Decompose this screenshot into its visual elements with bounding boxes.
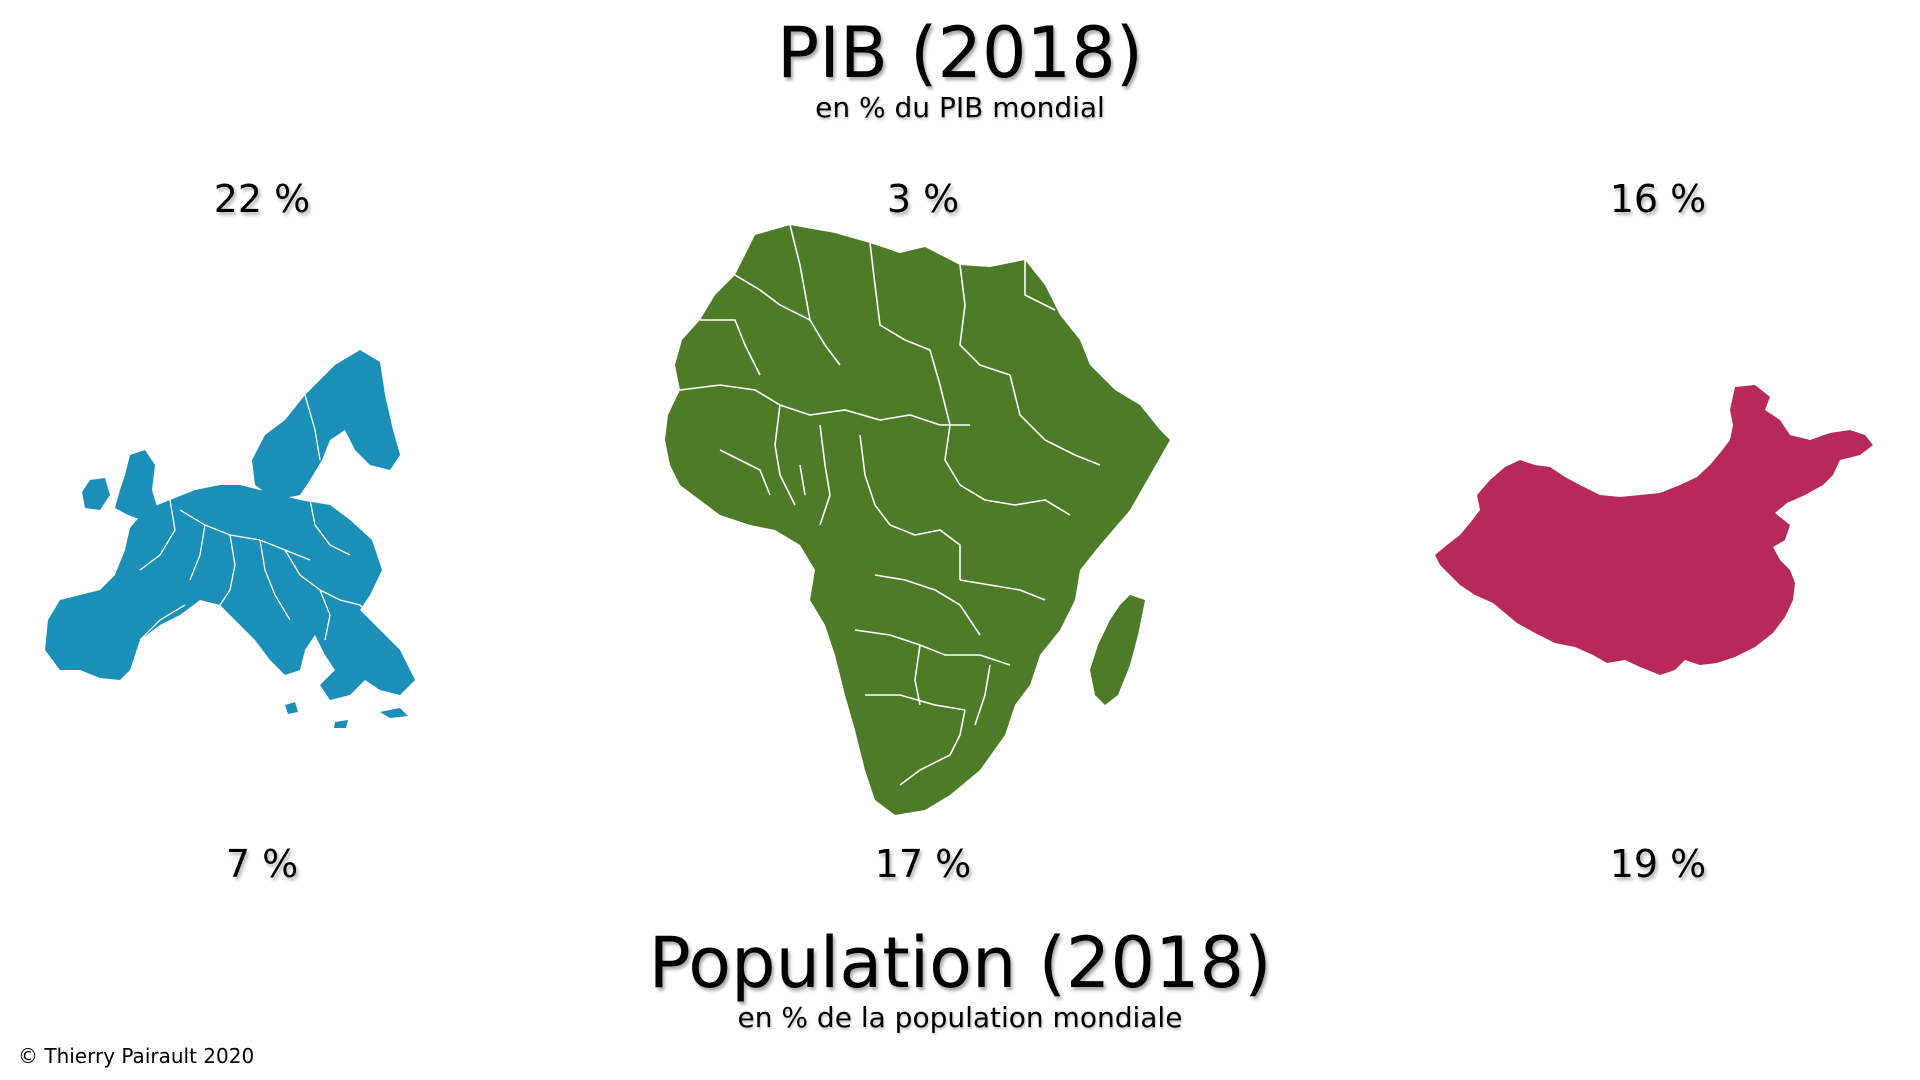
eu-border-line <box>319 589 331 641</box>
africa-border-line <box>869 242 931 351</box>
africa-border-line <box>865 694 966 711</box>
gdp-title: PIB (2018) <box>777 12 1143 94</box>
gdp-value-europe: 22 % <box>213 177 311 221</box>
copyright-text: © Thierry Pairault 2020 <box>18 1044 255 1068</box>
china-map-icon <box>1435 385 1873 675</box>
africa-border-line <box>854 629 1011 666</box>
eu-border-line <box>259 539 291 621</box>
africa-border-line <box>959 579 1046 601</box>
eu-map-icon <box>45 350 415 728</box>
africa-border-line <box>799 464 806 496</box>
eu-border-line <box>139 499 176 571</box>
africa-border-line <box>679 384 811 416</box>
eu-border-line <box>189 524 206 581</box>
eu-border-line <box>304 394 321 461</box>
population-subtitle: en % de la population mondiale <box>737 1001 1183 1034</box>
eu-border-line <box>339 599 376 621</box>
africa-border-line <box>929 349 961 486</box>
population-value-africa: 17 % <box>874 842 972 886</box>
eu-border-line <box>219 534 236 606</box>
africa-border-line <box>774 404 796 506</box>
africa-border-line <box>974 664 991 726</box>
gdp-value-africa: 3 % <box>886 177 960 221</box>
africa-border-line <box>914 644 921 706</box>
africa-border-line <box>789 224 811 321</box>
africa-border-line <box>959 264 1011 376</box>
eu-border-line <box>309 499 351 556</box>
africa-border-line <box>859 434 891 526</box>
gdp-value-china: 16 % <box>1609 177 1707 221</box>
africa-border-line <box>1009 374 1101 466</box>
africa-border-line <box>700 319 761 376</box>
africa-border-line <box>719 449 771 496</box>
eu-border-line <box>139 604 186 641</box>
gdp-subtitle: en % du PIB mondial <box>815 91 1105 124</box>
africa-border-line <box>899 709 966 786</box>
eu-map-shape <box>45 350 415 728</box>
africa-border-line <box>1024 260 1056 311</box>
population-value-china: 19 % <box>1609 842 1707 886</box>
africa-border-line <box>874 574 981 636</box>
africa-border-line <box>819 424 831 526</box>
china-map-shape <box>1435 385 1873 675</box>
eu-border-line <box>284 549 341 601</box>
africa-border-line <box>734 274 841 366</box>
eu-border-line <box>329 479 351 506</box>
africa-border-line <box>959 484 1071 516</box>
eu-border-line <box>179 509 311 561</box>
population-value-europe: 7 % <box>225 842 299 886</box>
africa-map-icon <box>665 224 1170 815</box>
africa-border-line <box>809 409 970 426</box>
africa-border-line <box>889 524 961 580</box>
population-title: Population (2018) <box>648 922 1272 1004</box>
africa-map-shape <box>665 225 1170 815</box>
